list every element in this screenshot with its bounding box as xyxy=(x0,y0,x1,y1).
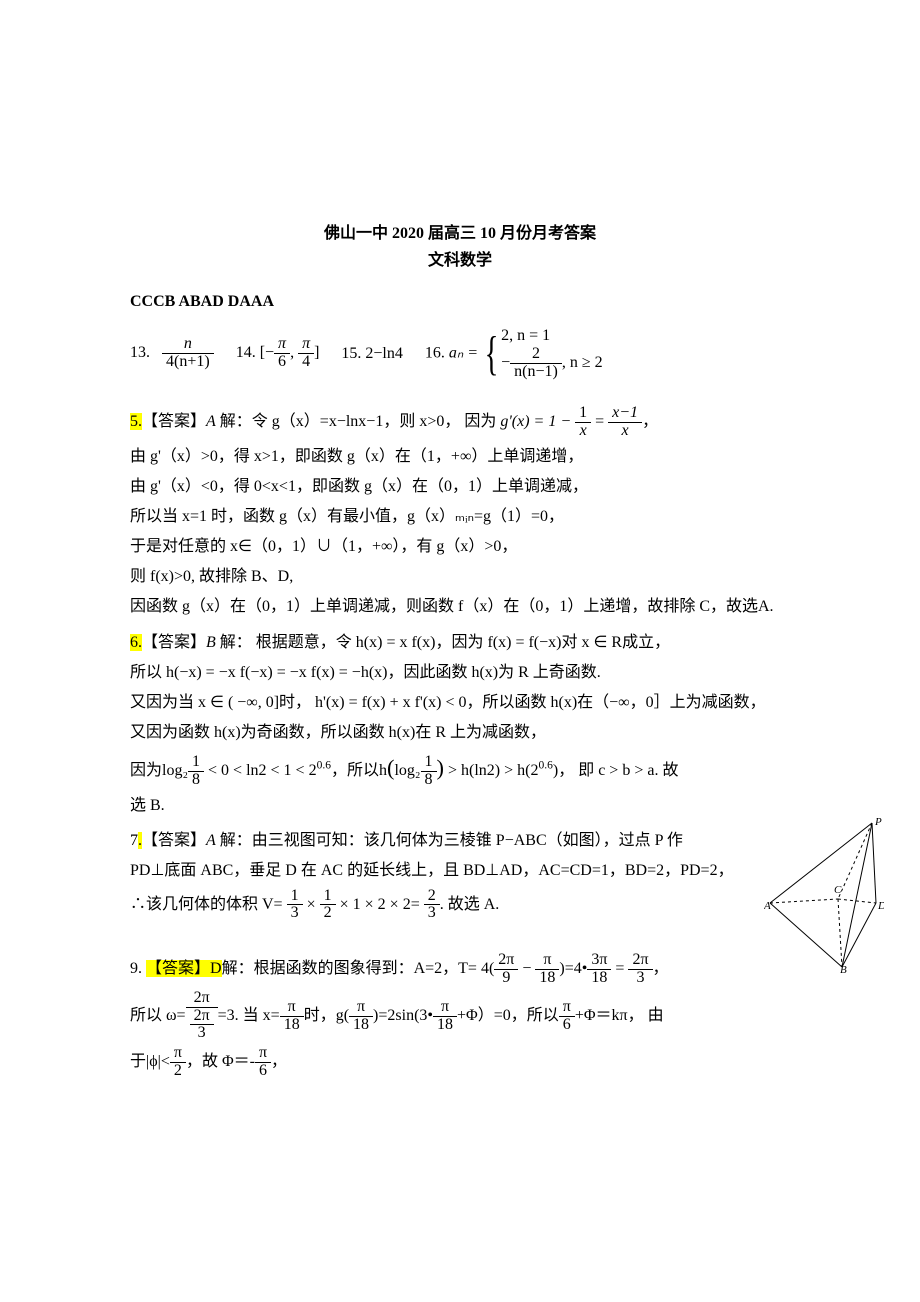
answer-tag: 【答案】 xyxy=(142,413,206,430)
q13: 13. n 4(n+1) xyxy=(130,336,214,371)
q14: 14. [−π6, π4] xyxy=(236,336,320,371)
solution-7: 7.【答案】A 解：由三视图可知：该几何体为三棱锥 P−ABC（如图），过点 P… xyxy=(130,827,790,922)
multiple-choice-answers: CCCB ABAD DAAA xyxy=(130,288,790,315)
q14-label: 14. xyxy=(236,344,256,361)
label-B: B xyxy=(840,964,847,973)
fill-in-answers: 13. n 4(n+1) 14. [−π6, π4] 15. 2−ln4 16.… xyxy=(130,326,790,381)
q6-num: 6. xyxy=(130,634,142,651)
q16: 16. aₙ = { 2, n = 1 −2n(n−1), n ≥ 2 xyxy=(425,326,603,381)
title-line-2: 文科数学 xyxy=(130,247,790,274)
label-D: D xyxy=(877,900,884,912)
q5-num: 5. xyxy=(130,413,142,430)
q16-label: 16. xyxy=(425,344,445,361)
label-P: P xyxy=(874,817,882,828)
solution-5: 5.【答案】A 解：令 g（x）=x−lnx−1，则 x>0， 因为 g'(x)… xyxy=(130,405,790,621)
q15: 15. 2−ln4 xyxy=(341,340,402,367)
label-C: C xyxy=(834,884,842,896)
q9-num: 9. xyxy=(130,960,146,977)
title-block: 佛山一中 2020 届高三 10 月份月考答案 文科数学 xyxy=(130,220,790,274)
q7-num: 7. xyxy=(130,832,142,849)
title-line-1: 佛山一中 2020 届高三 10 月份月考答案 xyxy=(130,220,790,247)
brace-icon: { xyxy=(485,332,499,375)
solution-9: 9. 【答案】D解：根据函数的图象得到：A=2，T= 4(2π9 − π18)=… xyxy=(130,952,790,1080)
q13-frac: n 4(n+1) xyxy=(162,336,214,371)
solution-6: 6.【答案】B 解： 根据题意，令 h(x) = x f(x)，因为 f(x) … xyxy=(130,629,790,820)
label-A: A xyxy=(764,900,771,912)
q13-label: 13. xyxy=(130,344,150,361)
q15-label: 15. xyxy=(341,345,361,362)
tetrahedron-figure: P A C D B xyxy=(764,817,884,973)
